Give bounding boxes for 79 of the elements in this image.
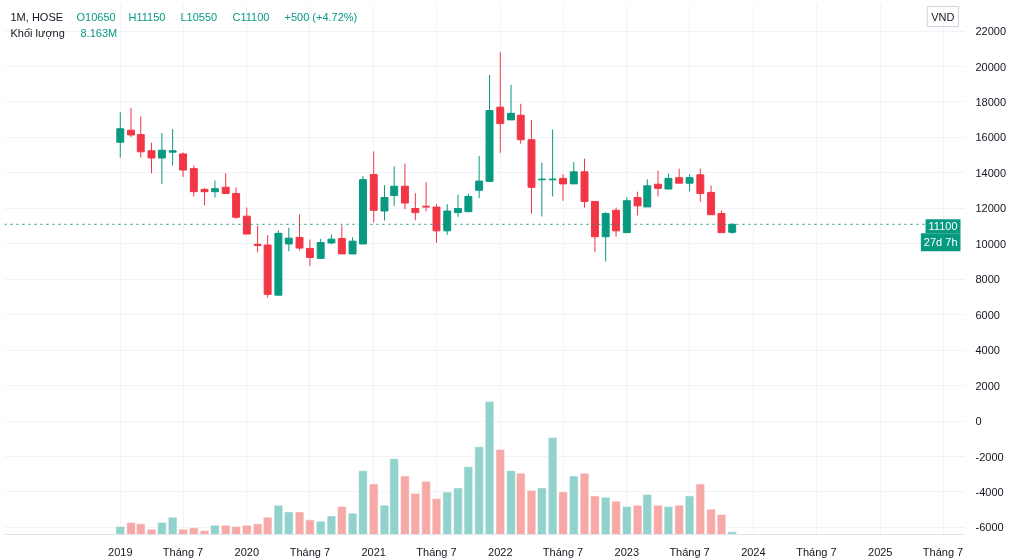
annotation: H11150 [128, 10, 166, 23]
annotation: Khối lượng [10, 26, 65, 39]
annotation: 8.163M [80, 26, 118, 39]
candlestick [232, 186, 241, 220]
annotation: +500 (+4.72%) [284, 10, 358, 23]
candlestick [633, 191, 642, 216]
candlestick [284, 227, 293, 252]
candlestick [612, 207, 621, 238]
candlestick [537, 162, 546, 217]
candlestick [390, 165, 399, 207]
y-tick-label: 4000 [975, 344, 1000, 357]
annotation: L10550 [180, 10, 218, 23]
candlestick [475, 155, 484, 199]
x-tick-label: Tháng 7 [669, 545, 710, 558]
candlestick [380, 184, 389, 222]
candlestick [707, 184, 716, 216]
candlestick [221, 172, 230, 194]
candlestick [411, 192, 420, 221]
y-tick-label: 14000 [975, 166, 1007, 179]
x-tick-label: 2020 [234, 545, 260, 558]
y-tick-label: 16000 [975, 131, 1007, 144]
annotation: C11100 [232, 10, 270, 23]
candlestick [253, 225, 262, 253]
ref-line-label: 11100 [928, 220, 958, 233]
x-tick-label: Tháng 7 [796, 545, 837, 558]
candlestick [696, 168, 705, 203]
candlestick [116, 111, 125, 159]
x-tick-label: Tháng 7 [542, 545, 584, 558]
x-tick-label: 2022 [488, 545, 513, 558]
x-tick-label: Tháng 7 [922, 545, 964, 558]
candlestick [147, 142, 156, 174]
candlestick [400, 163, 409, 210]
candlestick [316, 238, 325, 259]
candlestick [643, 178, 652, 208]
y-tick-label: -2000 [975, 450, 1004, 463]
candlestick [507, 84, 515, 121]
y-tick-label: -4000 [975, 485, 1004, 498]
x-tick-label: Tháng 7 [162, 545, 204, 558]
candlestick [295, 213, 304, 252]
y-tick-label: 18000 [975, 95, 1007, 108]
x-tick-label: 2023 [614, 545, 640, 558]
candlestick [548, 128, 557, 197]
candlestick [569, 161, 578, 185]
y-tick-label: 22000 [975, 25, 1007, 38]
y-tick-label: 6000 [975, 308, 1000, 321]
x-tick-label: Tháng 7 [289, 545, 331, 558]
x-tick-label: 2019 [108, 545, 133, 558]
x-tick-label: 2021 [361, 545, 386, 558]
candlestick [305, 239, 314, 267]
candlestick [496, 51, 505, 154]
candlestick [432, 203, 441, 244]
annotation: VND [931, 10, 955, 23]
y-tick-label: 0 [975, 415, 982, 428]
y-tick-label: 10000 [975, 237, 1007, 250]
candlestick [189, 165, 198, 197]
annotation: O10650 [76, 10, 116, 23]
y-tick-label: 2000 [975, 379, 1000, 392]
candlestick [654, 170, 662, 197]
candlestick [242, 207, 251, 235]
candlestick [454, 194, 462, 218]
candlestick [717, 209, 726, 234]
candlestick [157, 132, 166, 185]
annotation: 27d 7h [923, 236, 958, 249]
candlestick [136, 115, 145, 159]
y-tick-label: -6000 [975, 521, 1004, 534]
y-tick-label: 8000 [975, 273, 1000, 286]
candlestick [422, 181, 431, 212]
x-tick-label: Tháng 7 [416, 545, 457, 558]
x-tick-label: 2024 [741, 545, 766, 558]
candlestick [559, 173, 567, 202]
y-tick-label: 12000 [975, 202, 1007, 215]
text: 1M, HOSE [10, 10, 64, 23]
candlestick [337, 224, 346, 255]
x-tick-label: 2025 [868, 545, 893, 558]
y-tick-label: 20000 [975, 60, 1007, 73]
candlestick [168, 128, 177, 167]
candlestick [210, 179, 219, 199]
candlestick [179, 152, 188, 178]
candlestick [127, 107, 136, 138]
